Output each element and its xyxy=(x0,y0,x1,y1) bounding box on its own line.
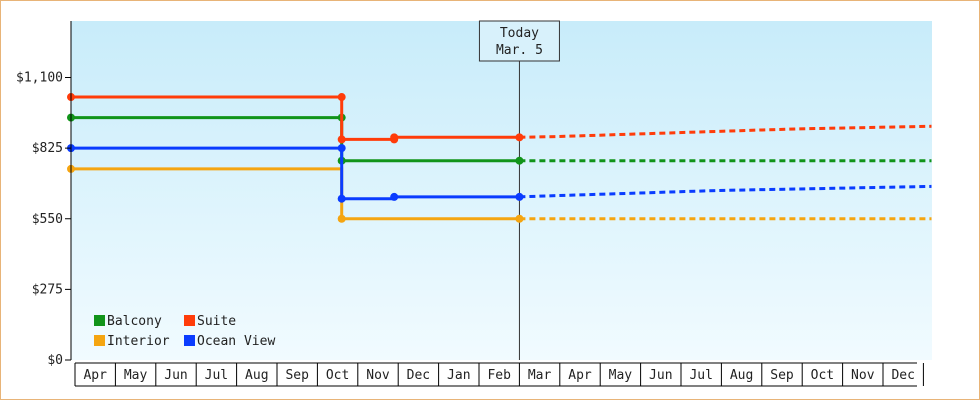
x-tick-label: Aug xyxy=(730,368,753,383)
x-tick-label: Jul xyxy=(205,368,228,383)
x-tick-label: Apr xyxy=(568,368,592,383)
y-tick-label: $0 xyxy=(47,353,63,368)
data-point-ocean-view xyxy=(515,192,524,201)
data-point-suite xyxy=(337,135,346,144)
data-point-ocean-view xyxy=(337,194,346,203)
data-point-interior xyxy=(515,214,524,223)
legend-label-suite: Suite xyxy=(197,314,236,329)
today-label: Today xyxy=(500,26,539,41)
x-tick-label: Dec xyxy=(407,368,430,383)
x-tick-label: Nov xyxy=(851,368,875,383)
data-point-suite xyxy=(515,133,524,142)
legend-swatch-interior xyxy=(94,335,105,346)
y-tick-label: $1,100 xyxy=(16,71,63,86)
legend-label-balcony: Balcony xyxy=(107,314,162,329)
series-forecast-ocean-view xyxy=(519,184,932,199)
today-date: Mar. 5 xyxy=(496,43,543,58)
legend-swatch-ocean-view xyxy=(184,335,195,346)
x-tick-label: Aug xyxy=(245,368,268,383)
data-point-suite xyxy=(337,93,346,102)
series-forecast-suite xyxy=(519,124,932,139)
x-tick-label: Feb xyxy=(487,368,511,383)
series-line-ocean-view xyxy=(71,146,520,201)
x-tick-label: Dec xyxy=(891,368,914,383)
data-point-balcony xyxy=(515,156,524,165)
series-line-suite xyxy=(71,95,520,141)
data-point-interior xyxy=(337,214,346,223)
x-tick-label: May xyxy=(124,368,148,383)
data-point-suite xyxy=(390,133,399,142)
x-tick-label: Sep xyxy=(285,368,309,383)
data-point-ocean-view xyxy=(390,192,399,201)
x-tick-label: Jun xyxy=(649,368,672,383)
x-tick-label: Nov xyxy=(366,368,390,383)
x-tick-label: Jul xyxy=(689,368,712,383)
legend-swatch-balcony xyxy=(94,315,105,326)
x-tick-label: Mar xyxy=(528,368,552,383)
x-tick-label: Jan xyxy=(447,368,470,383)
today-label-box xyxy=(478,20,560,62)
legend-swatch-suite xyxy=(184,315,195,326)
legend-label-interior: Interior xyxy=(107,334,170,349)
x-tick-label: Apr xyxy=(83,368,107,383)
data-point-ocean-view xyxy=(337,144,346,153)
legend-label-ocean-view: Ocean View xyxy=(197,334,275,349)
x-tick-label: Jun xyxy=(164,368,187,383)
x-tick-label: Sep xyxy=(770,368,794,383)
y-tick-label: $275 xyxy=(32,282,63,297)
x-tick-label: May xyxy=(609,368,633,383)
y-tick-label: $550 xyxy=(32,212,63,227)
plot-background xyxy=(71,21,932,360)
y-tick-label: $825 xyxy=(32,141,63,156)
x-tick-label: Oct xyxy=(811,368,834,383)
x-tick-label: Oct xyxy=(326,368,349,383)
